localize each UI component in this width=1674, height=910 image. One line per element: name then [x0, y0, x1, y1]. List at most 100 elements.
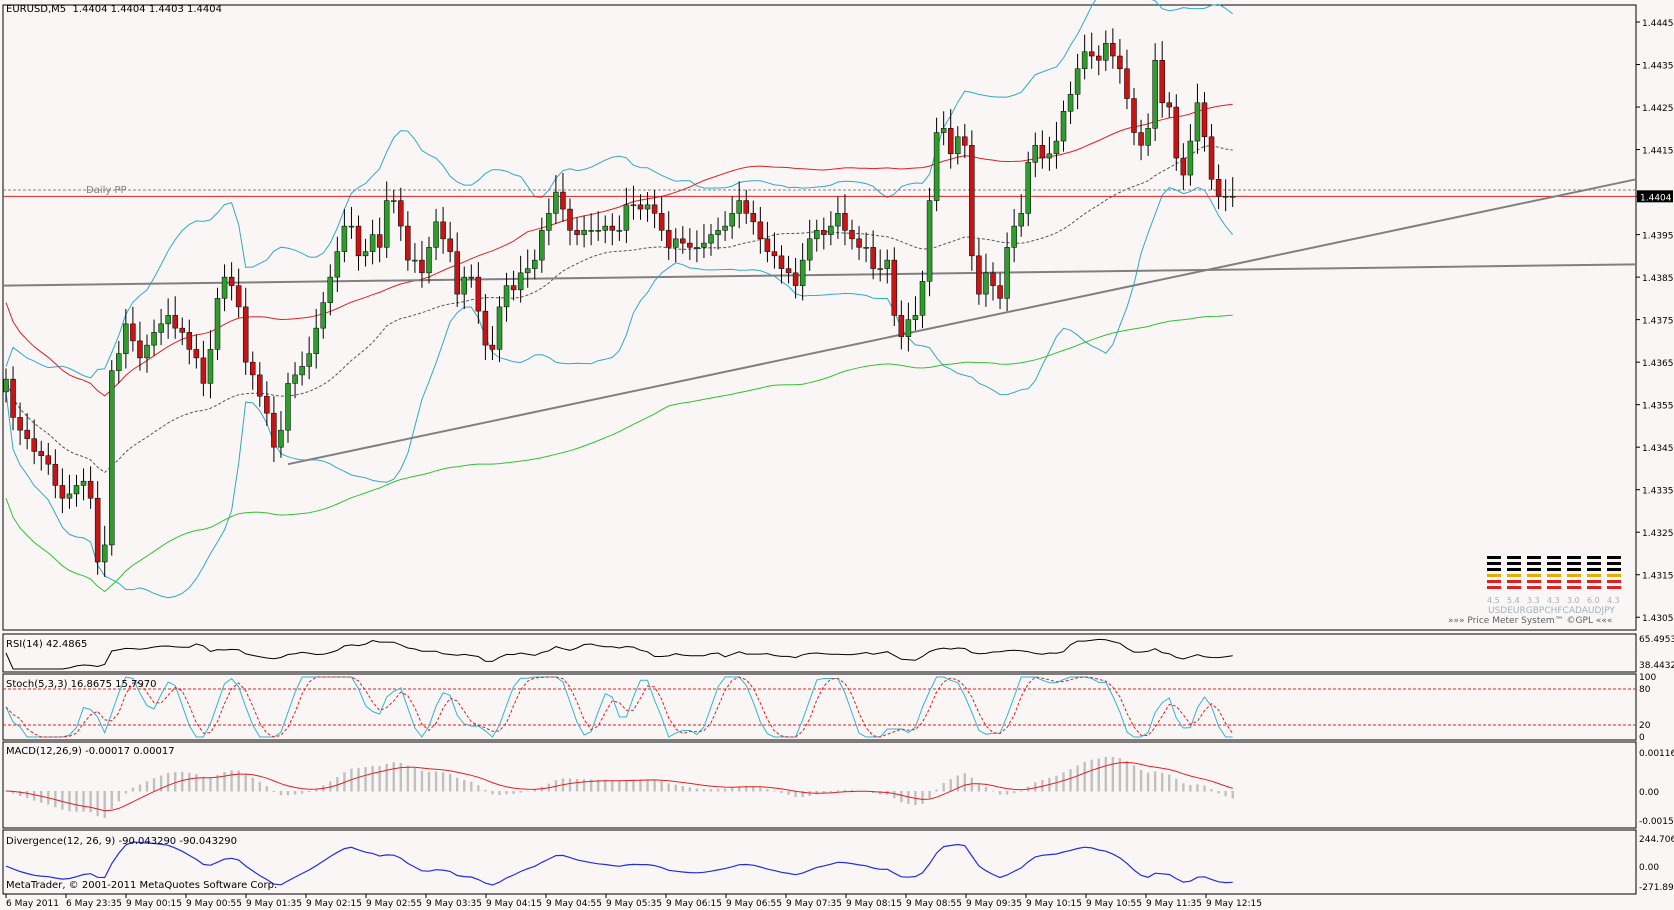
price-meter-bar: [1567, 562, 1581, 565]
bull-candle: [828, 225, 834, 235]
macd-histogram-bar: [667, 783, 670, 792]
macd-histogram-bar: [343, 772, 346, 792]
macd-histogram-bar: [1118, 758, 1122, 792]
bull-candle: [3, 378, 9, 393]
bear-candle: [87, 480, 94, 499]
price-meter-bar: [1607, 562, 1621, 565]
bear-candle: [1096, 55, 1102, 61]
macd-histogram-bar: [1125, 760, 1129, 792]
bear-candle: [778, 255, 785, 269]
price-meter-bar: [1587, 556, 1601, 559]
macd-histogram-bar: [702, 789, 706, 792]
macd-histogram-bar: [787, 791, 790, 795]
bear-candle: [59, 485, 66, 499]
price-meter-bar: [1487, 580, 1501, 583]
price-meter-bar: [1607, 574, 1621, 577]
time-tick-label: 9 May 11:35: [1146, 899, 1202, 909]
macd-histogram-bar: [1175, 778, 1178, 792]
bull-candle: [503, 285, 510, 308]
macd-histogram-bar: [780, 791, 783, 794]
bull-candle: [644, 204, 651, 210]
bull-candle: [278, 429, 284, 448]
bear-candle: [193, 349, 200, 359]
macd-histogram-bar: [1189, 784, 1192, 792]
time-tick-label: 9 May 00:15: [126, 899, 182, 909]
bear-candle: [1110, 43, 1116, 57]
macd-histogram-bar: [653, 779, 656, 792]
bear-candle: [130, 323, 136, 342]
bull-candle: [214, 298, 221, 350]
time-tick-label: 9 May 06:55: [726, 899, 782, 909]
price-meter-bar: [1547, 556, 1561, 559]
bear-candle: [489, 344, 496, 350]
macd-histogram-bar: [1139, 769, 1143, 792]
bear-candle: [849, 230, 855, 240]
time-tick-label: 9 May 05:35: [606, 899, 662, 909]
bull-candle: [116, 353, 122, 371]
bear-candle: [785, 268, 792, 274]
time-tick-label: 6 May 2011: [6, 899, 59, 909]
price-meter-code: 6.0: [1587, 596, 1600, 605]
macd-histogram-bar: [96, 791, 99, 817]
bear-candle: [172, 315, 178, 329]
time-tick-label: 9 May 07:35: [786, 899, 842, 909]
macd-histogram-bar: [75, 791, 78, 812]
price-tick-label: 1.4355: [1642, 402, 1674, 412]
price-meter-code: 3.0: [1567, 596, 1580, 605]
macd-histogram-bar: [357, 767, 360, 792]
bull-candle: [940, 128, 947, 133]
bear-candle: [475, 276, 482, 312]
macd-histogram-bar: [61, 791, 64, 810]
bear-candle: [680, 238, 686, 244]
macd-histogram-bar: [942, 782, 945, 792]
macd-histogram-bar: [928, 791, 931, 799]
bull-candle: [362, 251, 369, 257]
bull-candle: [383, 200, 390, 248]
price-meter-bar: [1587, 574, 1601, 577]
divergence-tick-label: 244.706: [1639, 835, 1674, 845]
bear-candle: [257, 374, 263, 397]
price-meter-bar: [1507, 568, 1521, 571]
copyright-text: MetaTrader, © 2001-2011 MetaQuotes Softw…: [6, 880, 278, 891]
macd-histogram-bar: [575, 778, 579, 792]
bear-candle: [842, 213, 848, 231]
macd-histogram-bar: [956, 775, 959, 792]
bear-candle: [1173, 106, 1180, 159]
macd-histogram-bar: [907, 791, 910, 804]
macd-histogram-bar: [1090, 759, 1093, 792]
price-meter-bar: [1487, 562, 1501, 565]
macd-histogram-bar: [392, 762, 395, 792]
bull-candle: [320, 302, 326, 329]
macd-histogram-bar: [378, 766, 381, 792]
stoch-tick-label: 80: [1639, 685, 1651, 695]
bear-candle: [637, 204, 644, 210]
macd-histogram-bar: [970, 777, 974, 792]
price-meter-code: 4.5: [1487, 596, 1500, 605]
bull-candle: [327, 276, 334, 303]
macd-histogram-bar: [484, 789, 487, 792]
trend-line-horizontal: [2, 263, 1637, 287]
price-meter-caption: »»» Price Meter System™ ©GPL «««: [1448, 616, 1613, 626]
macd-histogram-bar: [618, 780, 621, 792]
price-tick-label: 1.4305: [1642, 614, 1674, 624]
macd-histogram-bar: [1196, 784, 1199, 792]
price-meter-bar: [1527, 586, 1541, 589]
macd-histogram-bar: [625, 780, 628, 792]
macd-histogram-bar: [759, 787, 762, 792]
time-tick-label: 9 May 10:15: [1026, 899, 1082, 909]
macd-histogram-bar: [293, 791, 297, 795]
moving-average-dashed: [5, 145, 1233, 474]
macd-histogram-bar: [336, 776, 339, 792]
bear-candle: [1201, 102, 1208, 138]
time-tick-label: 9 May 09:35: [966, 899, 1022, 909]
sma-slow: [5, 314, 1233, 593]
bull-candle: [736, 200, 742, 214]
price-meter-bar: [1487, 574, 1501, 577]
divergence-tick-label: 0.00: [1639, 863, 1659, 873]
bull-candle: [285, 383, 291, 431]
macd-histogram-bar: [152, 778, 156, 792]
bull-candle: [158, 323, 164, 333]
bear-candle: [898, 315, 905, 337]
